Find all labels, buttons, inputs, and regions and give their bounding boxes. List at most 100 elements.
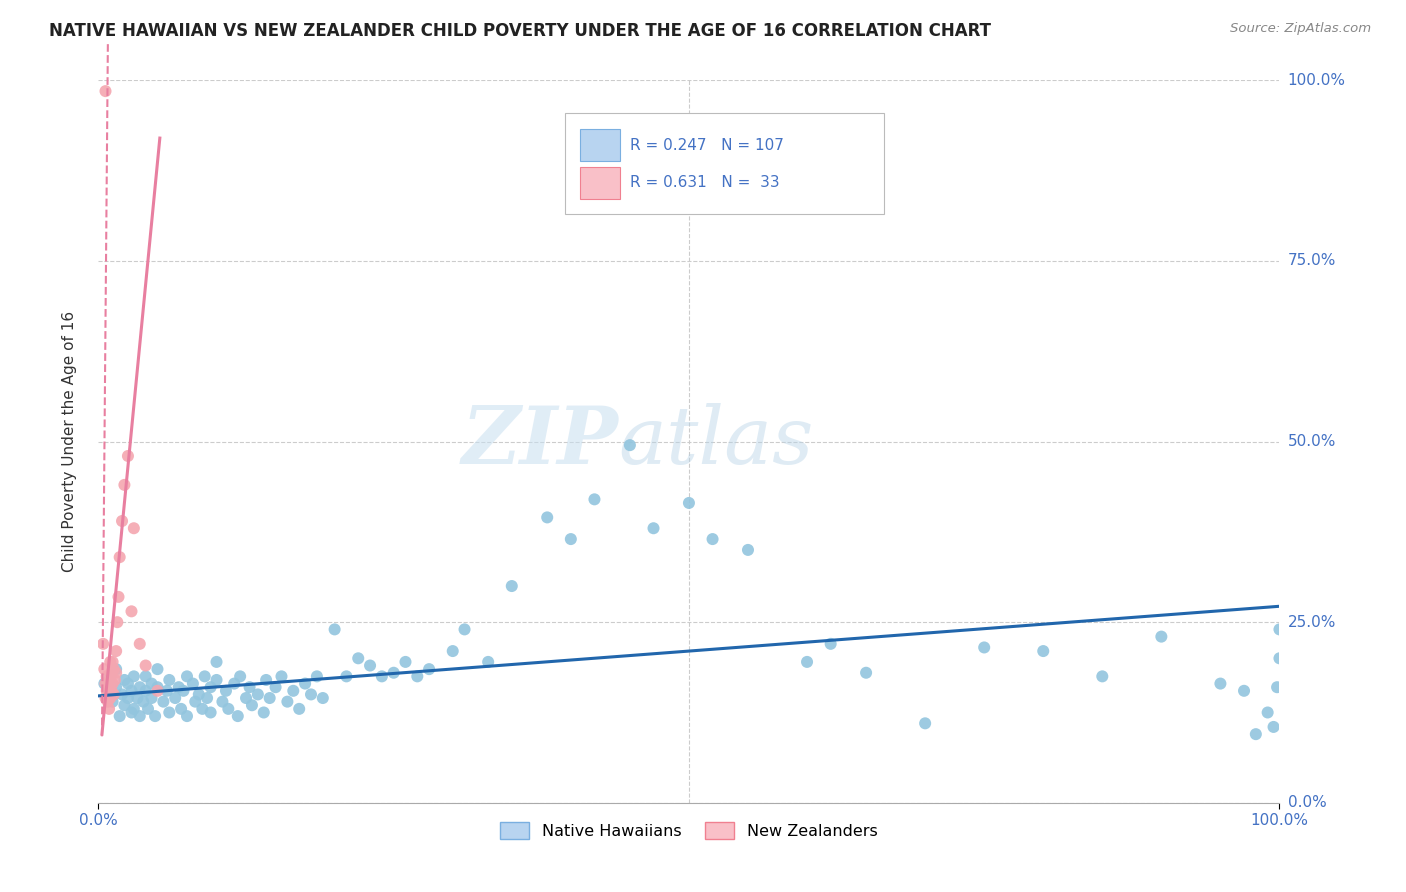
Point (914, 716, 936, 731)
Point (1265, 680, 1288, 694)
Point (93, 676, 115, 690)
Text: R = 0.247   N = 107: R = 0.247 N = 107 (630, 137, 783, 153)
Point (240, 698, 263, 713)
Text: NATIVE HAWAIIAN VS NEW ZEALANDER CHILD POVERTY UNDER THE AGE OF 16 CORRELATION C: NATIVE HAWAIIAN VS NEW ZEALANDER CHILD P… (49, 22, 991, 40)
Text: ZIP: ZIP (461, 403, 619, 480)
Point (108, 709, 131, 723)
Text: Source: ZipAtlas.com: Source: ZipAtlas.com (1230, 22, 1371, 36)
FancyBboxPatch shape (565, 112, 884, 214)
Point (128, 680, 150, 694)
Text: 0.0%: 0.0% (1288, 796, 1326, 810)
Point (111, 687, 134, 701)
Point (347, 651, 370, 665)
Point (253, 706, 276, 720)
Point (1091, 669, 1114, 683)
Point (122, 521, 145, 535)
Point (128, 709, 150, 723)
Point (135, 683, 157, 698)
Point (200, 706, 222, 720)
Point (122, 669, 145, 683)
Point (152, 695, 174, 709)
Text: atlas: atlas (619, 403, 814, 480)
Point (323, 623, 346, 637)
Legend: Native Hawaiians, New Zealanders: Native Hawaiians, New Zealanders (494, 816, 884, 846)
Point (97, 695, 120, 709)
Point (108, 550, 131, 565)
Point (103, 687, 125, 701)
Point (973, 640, 995, 655)
Y-axis label: Child Poverty Under the Age of 16: Child Poverty Under the Age of 16 (62, 311, 77, 572)
Point (205, 673, 228, 687)
Point (226, 709, 249, 723)
Point (165, 691, 187, 706)
Point (702, 532, 724, 546)
Point (283, 683, 305, 698)
Point (224, 676, 246, 690)
Point (127, 691, 149, 706)
Point (855, 665, 877, 680)
Point (117, 449, 139, 463)
Point (229, 669, 252, 683)
Point (1032, 644, 1054, 658)
Point (135, 669, 157, 683)
Point (1268, 623, 1291, 637)
Point (796, 655, 818, 669)
Point (501, 579, 523, 593)
Point (215, 683, 238, 698)
Point (477, 655, 499, 669)
Point (737, 542, 759, 557)
Point (101, 695, 124, 709)
Point (217, 702, 239, 716)
Point (288, 702, 311, 716)
Point (294, 676, 316, 690)
Point (103, 662, 125, 676)
Point (98, 691, 121, 706)
Point (418, 662, 440, 676)
Point (143, 709, 166, 723)
Point (117, 691, 139, 706)
Point (104, 673, 127, 687)
Point (96, 669, 118, 683)
Point (96, 683, 118, 698)
Point (335, 669, 357, 683)
Point (105, 615, 128, 630)
Point (128, 637, 150, 651)
Point (105, 644, 128, 658)
Point (619, 438, 641, 452)
Point (107, 590, 129, 604)
Point (121, 706, 143, 720)
Text: 75.0%: 75.0% (1288, 253, 1336, 268)
Point (100, 665, 122, 680)
Point (406, 669, 429, 683)
Point (195, 691, 218, 706)
Point (135, 658, 157, 673)
Point (371, 669, 394, 683)
Point (146, 662, 169, 676)
Point (184, 695, 207, 709)
Point (94, 676, 117, 690)
Point (156, 683, 179, 698)
Point (305, 669, 328, 683)
Point (122, 702, 145, 716)
Text: 25.0%: 25.0% (1288, 615, 1336, 630)
Point (194, 669, 217, 683)
Point (359, 658, 381, 673)
Point (187, 687, 209, 701)
Point (167, 680, 190, 694)
Point (181, 676, 204, 690)
Point (560, 532, 582, 546)
Point (246, 687, 269, 701)
Point (643, 521, 665, 535)
Text: R = 0.631   N =  33: R = 0.631 N = 33 (630, 176, 779, 190)
Point (146, 683, 169, 698)
Point (98, 669, 121, 683)
Point (1257, 706, 1279, 720)
Point (170, 702, 193, 716)
Point (235, 691, 257, 706)
Point (98, 680, 121, 694)
Point (112, 478, 135, 492)
Point (1209, 676, 1232, 690)
Point (117, 676, 139, 690)
Point (678, 496, 700, 510)
Point (259, 691, 281, 706)
